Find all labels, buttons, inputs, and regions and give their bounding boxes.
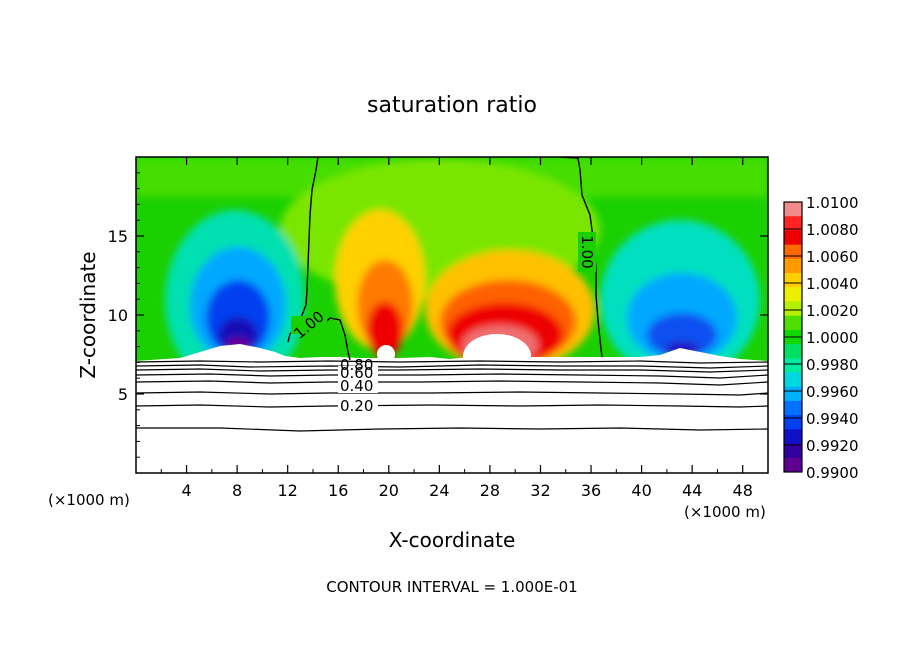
x-tick-label: 44 [682,481,702,500]
contour-line [136,368,768,373]
colorbar-swatch [784,358,802,374]
y-axis: 5 10 15 [108,172,768,458]
colorbar-swatch [784,216,802,231]
x-axis-label: X-coordinate [389,528,516,552]
contour-line [136,364,768,369]
contour-label: 0.80 [340,356,373,374]
colorbar-label: 0.9960 [806,383,859,401]
lower-contours [136,360,768,432]
x-tick-label: 20 [379,481,399,500]
x-tick-label: 8 [232,481,242,500]
colorbar-label: 1.0020 [806,302,859,320]
colorbar-swatch [784,287,802,302]
x-unit-right: (×1000 m) [684,503,766,521]
contour-line [136,427,768,432]
field-right-blue [647,313,717,357]
x-tick-label: 4 [181,481,191,500]
x-tick-label: 12 [278,481,298,500]
colorbar-swatch [784,230,802,246]
colorbar-label: 1.0080 [806,221,859,239]
x-axis: 4 8 12 16 20 24 28 32 36 40 44 48 [160,157,753,500]
x-tick-label: 40 [631,481,651,500]
colorbar-swatch [784,301,802,317]
contour-label-bg [338,398,378,414]
y-tick-label: 10 [108,306,128,325]
contour-label: 0.40 [340,377,373,395]
contour-line [136,360,768,364]
field-warm-red [367,302,403,358]
contour-line [136,391,768,396]
contour-label-bg [291,316,327,334]
contour-label: 0.60 [340,364,373,382]
contour-line [317,317,351,361]
contour-label-bg [338,366,378,378]
chart-title: saturation ratio [367,93,537,118]
lower-region [136,344,768,473]
y-axis-label: Z-coordinate [76,251,100,378]
colorbar-swatch [784,273,802,288]
contour-label-bg [338,379,378,393]
contour-line [136,404,768,408]
colorbar-label: 0.9920 [806,437,859,455]
x-tick-label: 16 [328,481,348,500]
colorbar-label: 1.0000 [806,329,859,347]
colorbar-swatch [784,258,802,274]
y-tick-label: 15 [108,227,128,246]
x-tick-label: 36 [581,481,601,500]
colorbar-label: 0.9900 [806,464,859,482]
plot-area: 1.00 1.00 0.20 0.40 0.60 0.80 [136,157,768,473]
contour-line [136,380,768,386]
contour-line [136,373,768,379]
contour-label: 1.00 [578,235,596,268]
colorbar: 1.0100 1.0080 1.0060 1.0040 1.0020 1.0000 0.99… [783,194,859,482]
colorbar-label: 0.9980 [806,356,859,374]
colorbar-swatch [784,202,802,217]
contour-label-bg [578,232,596,272]
colorbar-swatch [784,344,802,359]
x-unit-left: (×1000 m) [48,491,130,509]
contour-interval-note: CONTOUR INTERVAL = 1.000E-01 [326,578,577,596]
x-tick-label: 32 [530,481,550,500]
colorbar-swatch [784,372,802,388]
colorbar-swatch [784,415,802,430]
colorbar-swatch [784,457,802,473]
colorbar-swatch [784,244,802,260]
colorbar-label: 0.9940 [806,410,859,428]
colorbar-swatch [784,386,802,402]
colorbar-label: 1.0040 [806,275,859,293]
x-tick-label: 24 [429,481,449,500]
x-tick-label: 48 [733,481,753,500]
contour-label: 0.20 [340,397,373,415]
colorbar-swatch [784,315,802,331]
y-tick-label: 5 [118,385,128,404]
colorbar-swatch [784,429,802,445]
colorbar-label: 1.0060 [806,248,859,266]
colorbar-label: 1.0100 [806,194,859,212]
colorbar-swatch [784,443,802,459]
x-tick-label: 28 [480,481,500,500]
colorbar-swatch [784,400,802,416]
